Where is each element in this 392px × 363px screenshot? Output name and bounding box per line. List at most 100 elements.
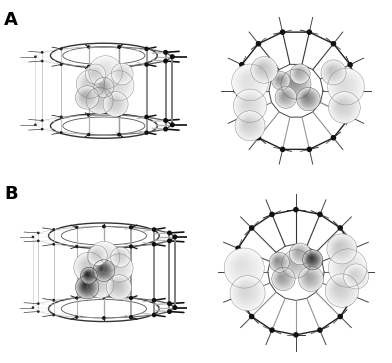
- Circle shape: [94, 95, 103, 104]
- Circle shape: [292, 260, 294, 262]
- Circle shape: [105, 254, 132, 282]
- Circle shape: [333, 73, 359, 99]
- Circle shape: [280, 276, 281, 277]
- Circle shape: [290, 257, 299, 268]
- Circle shape: [108, 75, 129, 96]
- Circle shape: [241, 117, 257, 132]
- Circle shape: [338, 314, 342, 319]
- Circle shape: [95, 248, 111, 264]
- Circle shape: [96, 63, 113, 80]
- Circle shape: [305, 253, 319, 266]
- Circle shape: [272, 256, 285, 268]
- Circle shape: [331, 42, 336, 46]
- Circle shape: [88, 89, 112, 113]
- Circle shape: [85, 272, 91, 278]
- Circle shape: [111, 260, 125, 274]
- Circle shape: [289, 77, 301, 89]
- Circle shape: [100, 266, 105, 272]
- Circle shape: [272, 268, 294, 290]
- Circle shape: [164, 127, 167, 131]
- Circle shape: [333, 253, 362, 282]
- Circle shape: [84, 284, 85, 285]
- Circle shape: [335, 255, 359, 280]
- Circle shape: [77, 256, 100, 278]
- Circle shape: [97, 281, 98, 282]
- Circle shape: [330, 251, 365, 285]
- Circle shape: [309, 256, 314, 261]
- Circle shape: [282, 93, 287, 99]
- Circle shape: [90, 69, 99, 78]
- Circle shape: [232, 278, 262, 308]
- Circle shape: [76, 245, 78, 248]
- Circle shape: [328, 68, 335, 74]
- Circle shape: [275, 86, 297, 108]
- Circle shape: [115, 82, 116, 83]
- Circle shape: [100, 267, 103, 270]
- Circle shape: [103, 317, 105, 319]
- Circle shape: [107, 96, 123, 111]
- Circle shape: [307, 275, 310, 278]
- Circle shape: [76, 254, 102, 280]
- Circle shape: [242, 287, 247, 293]
- Circle shape: [351, 272, 358, 278]
- Circle shape: [86, 87, 113, 114]
- Circle shape: [94, 261, 114, 280]
- Circle shape: [331, 252, 364, 284]
- Circle shape: [82, 282, 89, 289]
- Circle shape: [112, 261, 123, 273]
- Circle shape: [288, 256, 302, 270]
- Circle shape: [336, 285, 343, 291]
- Circle shape: [305, 95, 308, 99]
- Circle shape: [81, 74, 99, 93]
- Circle shape: [299, 90, 318, 108]
- Circle shape: [94, 78, 113, 97]
- Circle shape: [81, 281, 92, 292]
- Circle shape: [318, 328, 322, 332]
- Circle shape: [241, 97, 256, 112]
- Circle shape: [356, 270, 361, 274]
- Circle shape: [296, 70, 302, 76]
- Circle shape: [244, 100, 251, 106]
- Circle shape: [290, 258, 298, 265]
- Circle shape: [100, 84, 104, 88]
- Circle shape: [239, 72, 259, 91]
- Circle shape: [83, 76, 97, 90]
- Circle shape: [88, 67, 102, 81]
- Circle shape: [86, 79, 90, 83]
- Circle shape: [94, 278, 105, 290]
- Circle shape: [335, 284, 345, 294]
- Circle shape: [294, 248, 305, 258]
- Circle shape: [78, 256, 99, 277]
- Circle shape: [241, 287, 248, 294]
- Circle shape: [87, 80, 88, 82]
- Circle shape: [115, 283, 118, 287]
- Circle shape: [271, 254, 288, 271]
- Circle shape: [97, 81, 110, 94]
- Circle shape: [79, 279, 95, 295]
- Circle shape: [114, 66, 130, 82]
- Circle shape: [152, 313, 156, 317]
- Circle shape: [96, 62, 114, 81]
- Circle shape: [323, 62, 344, 83]
- Circle shape: [325, 64, 341, 80]
- Circle shape: [77, 87, 97, 107]
- Circle shape: [245, 77, 248, 81]
- Circle shape: [286, 74, 305, 93]
- Circle shape: [98, 65, 109, 76]
- Circle shape: [109, 277, 129, 297]
- Circle shape: [275, 258, 280, 263]
- Circle shape: [164, 59, 167, 63]
- Circle shape: [79, 89, 95, 105]
- Circle shape: [225, 249, 263, 287]
- Circle shape: [277, 89, 294, 106]
- Circle shape: [276, 259, 278, 261]
- Circle shape: [330, 279, 352, 301]
- Circle shape: [96, 249, 110, 263]
- Circle shape: [282, 94, 286, 97]
- Circle shape: [297, 251, 298, 252]
- Circle shape: [76, 276, 98, 298]
- Circle shape: [274, 269, 293, 289]
- Circle shape: [93, 71, 94, 73]
- Circle shape: [292, 246, 307, 261]
- Circle shape: [115, 67, 128, 80]
